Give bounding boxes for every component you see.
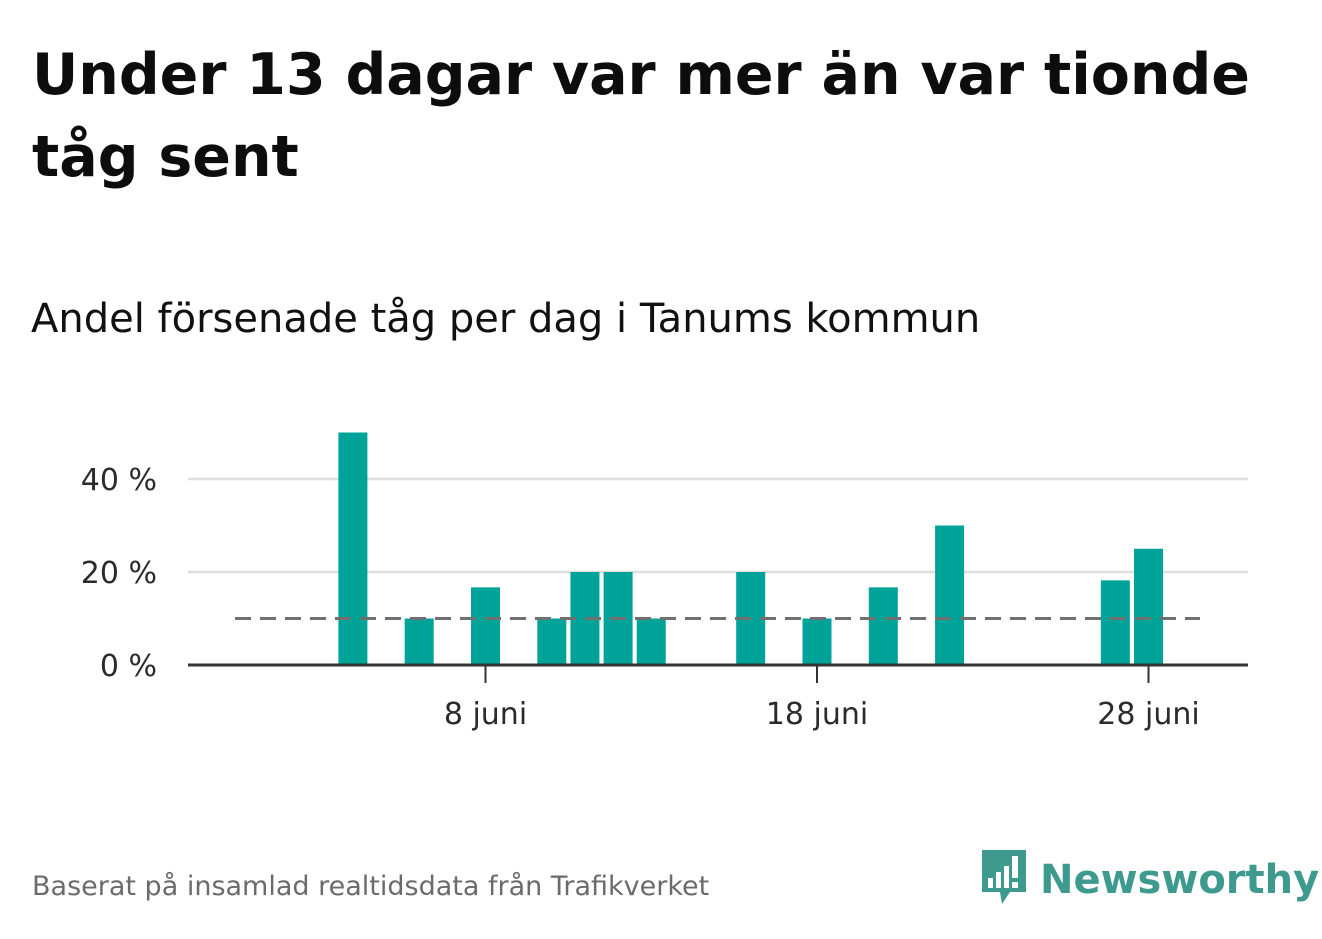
y-tick-label: 40 % [81,463,157,498]
bar [537,618,567,665]
bar [636,618,666,665]
brand-name: Newsworthy [1040,857,1320,903]
x-tick-label: 28 juni [1097,697,1199,732]
bar [802,618,832,665]
brand-logo[interactable]: Newsworthy [980,848,1319,912]
chart-subtitle: Andel försenade tåg per dag i Tanums kom… [31,296,981,342]
bar [935,525,965,665]
axes [188,663,1248,683]
bar [1100,580,1130,665]
x-tick-label: 8 juni [444,697,527,732]
bars [338,432,1163,665]
bar [471,587,500,665]
bar [404,618,434,665]
chart-title: Under 13 dagar var mer än var tionde tåg… [32,42,1250,190]
source-note: Baserat på insamlad realtidsdata från Tr… [32,871,710,902]
tick-labels: 0 % 20 % 40 % 8 juni 18 juni 28 juni [81,463,1200,732]
newsworthy-logo-icon [980,848,1028,912]
bar [868,587,898,665]
bar [1134,548,1163,665]
bar [338,432,368,665]
y-tick-label: 0 % [100,649,157,684]
y-tick-label: 20 % [81,556,157,591]
x-tick-label: 18 juni [766,697,868,732]
